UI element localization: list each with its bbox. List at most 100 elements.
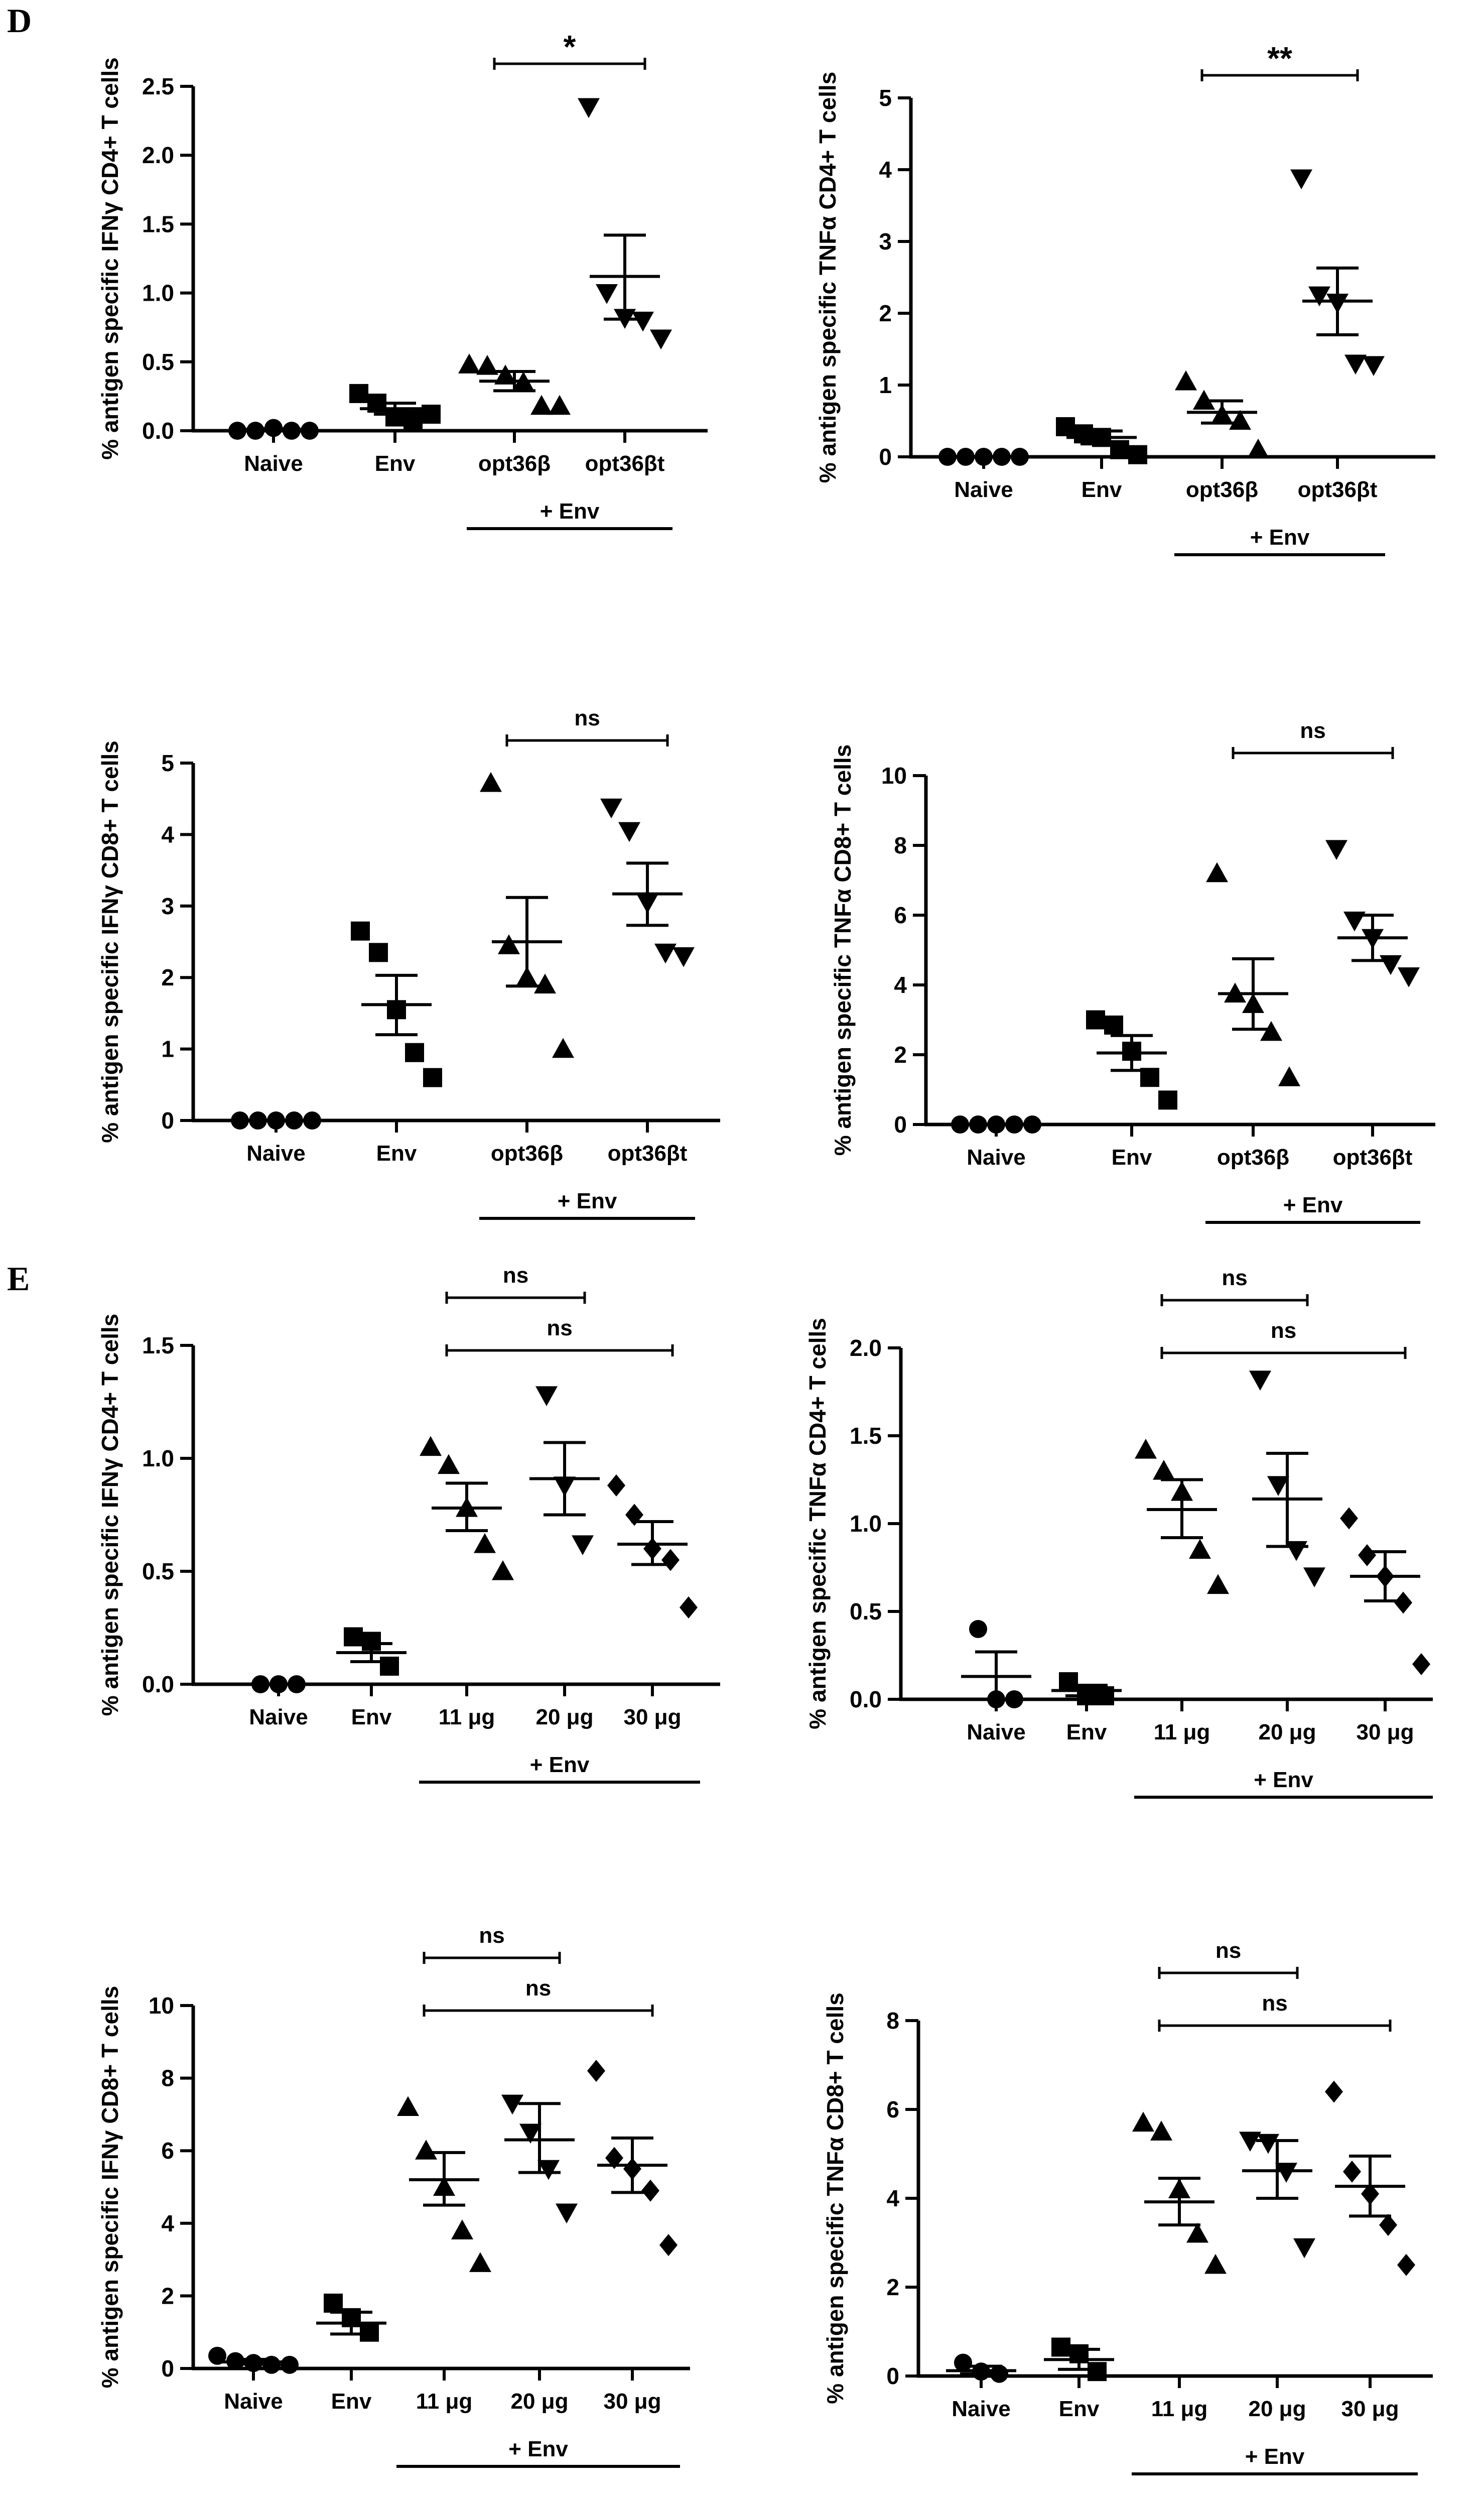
data-point: [1074, 424, 1093, 444]
x-tick-label: Env: [375, 451, 416, 476]
x-tick-label: Env: [1082, 477, 1122, 502]
group-11 μg: [1132, 2111, 1227, 2274]
x-tick-label: 20 μg: [536, 1705, 594, 1729]
data-point: [1358, 1544, 1376, 1566]
y-tick-label: 4: [894, 972, 907, 998]
x-tick-label: Naive: [954, 477, 1013, 502]
y-tick-label: 1.5: [142, 211, 174, 237]
data-point: [1128, 445, 1147, 464]
y-tick-label: 3: [161, 893, 174, 919]
y-tick-label: 10: [149, 1992, 174, 2019]
y-tick-label: 0: [161, 1107, 174, 1134]
data-point: [415, 2140, 437, 2160]
data-point: [1207, 1574, 1229, 1594]
group-30 μg: [1325, 2080, 1415, 2276]
y-tick-label: 1.5: [850, 1423, 882, 1449]
data-point: [578, 98, 600, 118]
y-tick-label: 1.0: [142, 280, 174, 306]
group-30 μg: [607, 1474, 698, 1618]
group-Env: [351, 921, 442, 1087]
data-point: [1249, 1370, 1271, 1391]
data-point: [1247, 438, 1269, 459]
x-tick-label: Naive: [224, 2389, 283, 2414]
data-point: [301, 422, 319, 440]
data-point: [458, 353, 480, 373]
panel-label-d: D: [7, 2, 32, 40]
group-Naive: [243, 1675, 314, 1693]
y-tick-label: 8: [894, 832, 907, 858]
data-point: [369, 943, 388, 962]
x-tick-label: opt36βt: [1333, 1145, 1413, 1170]
data-point: [1239, 2132, 1261, 2152]
y-tick-label: 0.5: [142, 349, 174, 375]
data-point: [1206, 862, 1228, 883]
chart-1: 0.0 0.5 1.0 1.5 2.0 2.5 Naive Env opt36β opt36βt%…: [97, 29, 708, 530]
data-point: [405, 1043, 424, 1062]
treatment-bracket-label: + Env: [1245, 2444, 1305, 2469]
group-opt36βt: [1290, 169, 1385, 376]
data-point: [1257, 2134, 1279, 2154]
x-tick-label: 20 μg: [1249, 2397, 1306, 2421]
y-tick-label: 8: [161, 2065, 174, 2091]
significance-label: ns: [479, 1923, 504, 1948]
group-Env: [1051, 1672, 1122, 1705]
data-point: [605, 2147, 623, 2169]
data-point: [476, 355, 498, 375]
y-tick-label: 2: [161, 2283, 174, 2309]
data-point: [951, 1115, 969, 1134]
x-tick-label: opt36β: [1186, 477, 1258, 502]
data-point: [469, 2252, 491, 2272]
x-tick-label: 20 μg: [511, 2389, 569, 2414]
x-tick-label: Env: [351, 1705, 392, 1729]
x-tick-label: Naive: [244, 451, 303, 476]
group-opt36βt: [578, 98, 672, 350]
y-tick-label: 6: [894, 902, 907, 928]
x-tick-label: Naive: [967, 1145, 1025, 1170]
x-tick-label: 11 μg: [1154, 1720, 1210, 1744]
y-axis-title: % antigen specific IFNγ CD4+ T cells: [97, 1314, 123, 1716]
data-point: [534, 973, 556, 994]
y-tick-label: 0.0: [850, 1686, 882, 1712]
significance-label: ns: [1262, 1991, 1287, 2016]
y-axis-title: % antigen specific TNFα CD8+ T cells: [822, 1992, 848, 2404]
y-tick-label: 0.5: [142, 1558, 174, 1584]
data-point: [303, 1111, 321, 1130]
x-tick-label: Env: [376, 1141, 417, 1166]
group-Env: [1086, 1010, 1177, 1110]
y-axis-title: % antigen specific TNFα CD8+ T cells: [830, 744, 856, 1156]
data-point: [420, 1436, 442, 1456]
y-tick-label: 3: [879, 228, 892, 255]
y-tick-label: 1.0: [142, 1445, 174, 1471]
data-point: [618, 822, 640, 842]
data-point: [1086, 1010, 1105, 1030]
group-Naive: [951, 1115, 1041, 1134]
significance-label: ns: [1216, 1938, 1241, 1963]
y-tick-label: 1: [879, 372, 892, 398]
chart-7: 0 2 4 6 8 10 Naive Env 11 μg 20 μg 30 μg % antigen …: [97, 1923, 690, 2468]
x-tick-label: 11 μg: [1151, 2397, 1208, 2421]
y-tick-label: 4: [161, 821, 174, 847]
data-point: [549, 395, 571, 415]
group-opt36β: [480, 772, 574, 1058]
group-20 μg: [529, 1386, 600, 1555]
treatment-bracket-label: + Env: [558, 1189, 617, 1213]
treatment-bracket-label: + Env: [508, 2437, 568, 2461]
data-point: [1175, 370, 1197, 391]
x-tick-label: 30 μg: [1357, 1720, 1414, 1744]
data-point: [1132, 2111, 1154, 2132]
x-tick-label: opt36βt: [1298, 477, 1378, 502]
data-point: [494, 364, 516, 385]
group-20 μg: [501, 2094, 578, 2224]
data-point: [1290, 169, 1312, 190]
panel-label-e: E: [7, 1260, 30, 1298]
y-tick-label: 10: [881, 763, 907, 789]
x-tick-label: 30 μg: [604, 2389, 661, 2414]
x-tick-label: 30 μg: [624, 1705, 682, 1729]
y-tick-label: 0.0: [142, 1671, 174, 1697]
group-Naive: [938, 448, 1029, 466]
x-tick-label: Naive: [967, 1720, 1025, 1744]
data-point: [1158, 1090, 1177, 1110]
data-point: [360, 2322, 379, 2342]
group-Env: [1044, 2337, 1114, 2382]
data-point: [1398, 967, 1420, 987]
